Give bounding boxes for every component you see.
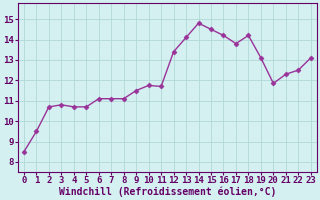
X-axis label: Windchill (Refroidissement éolien,°C): Windchill (Refroidissement éolien,°C) [59, 187, 276, 197]
